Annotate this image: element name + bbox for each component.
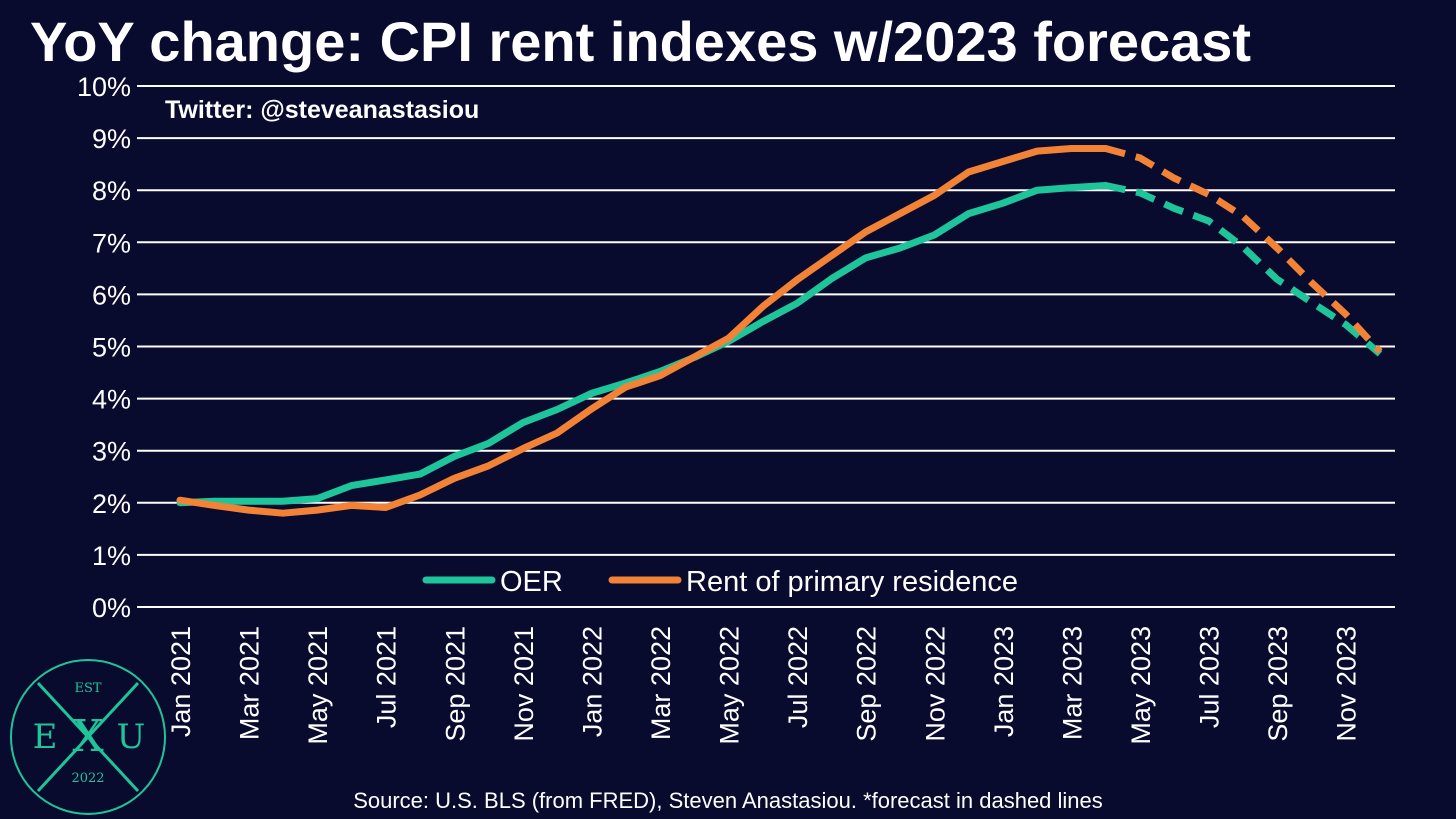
logo-x-stroke-b	[36, 681, 140, 793]
y-tick-label: 5%	[92, 333, 131, 363]
logo-letter-x: X	[72, 711, 104, 762]
y-tick-label: 3%	[92, 437, 131, 467]
x-tick-label: Jul 2022	[783, 626, 813, 728]
chart-title: YoY change: CPI rent indexes w/2023 fore…	[30, 10, 1252, 73]
x-tick-label: Sep 2023	[1263, 626, 1293, 742]
x-tick-label: Jul 2023	[1195, 626, 1225, 728]
y-tick-label: 9%	[92, 124, 131, 154]
gridlines	[137, 85, 1395, 608]
x-tick-label: Mar 2021	[235, 626, 265, 740]
x-tick-label: Mar 2023	[1057, 626, 1087, 740]
logo-est: EST	[74, 681, 101, 696]
x-tick-label: May 2022	[715, 626, 745, 745]
x-tick-label: Mar 2022	[646, 626, 676, 740]
y-tick-label: 1%	[92, 541, 131, 571]
y-axis-ticks: 0% 1% 2% 3% 4% 5% 6% 7% 8% 9% 10%	[77, 72, 131, 623]
x-tick-label: Jan 2021	[166, 626, 196, 737]
legend: OER Rent of primary residence	[422, 566, 1018, 598]
y-tick-label: 6%	[92, 280, 131, 310]
y-tick-label: 8%	[92, 176, 131, 206]
legend-label-oer: OER	[500, 566, 563, 598]
logo-year: 2022	[71, 771, 104, 786]
twitter-handle: Twitter: @steveanastasiou	[165, 96, 479, 124]
x-tick-label: Nov 2021	[509, 626, 539, 742]
series-line-rent-of-primary-residence	[176, 145, 1110, 517]
y-tick-label: 2%	[92, 489, 131, 519]
exu-logo: EST E X U 2022	[10, 659, 166, 815]
source-note: Source: U.S. BLS (from FRED), Steven Ana…	[353, 788, 1103, 813]
x-tick-label: Nov 2023	[1332, 626, 1362, 742]
series-line-oer	[176, 182, 1110, 507]
logo-letter-u: U	[117, 717, 146, 757]
x-tick-label: Sep 2022	[852, 626, 882, 742]
logo-letter-e: E	[33, 717, 58, 757]
x-axis-ticks: Jan 2021 Mar 2021 May 2021 Jul 2021 Sep 2021…	[166, 626, 1362, 745]
y-tick-label: 0%	[92, 593, 131, 623]
y-tick-label: 7%	[92, 228, 131, 258]
x-tick-label: Jan 2022	[577, 626, 607, 737]
legend-label-rent: Rent of primary residence	[686, 566, 1018, 598]
series-lines	[176, 145, 1383, 517]
x-tick-label: Jul 2021	[372, 626, 402, 728]
logo-ring	[10, 659, 166, 815]
x-tick-label: Nov 2022	[920, 626, 950, 742]
y-tick-label: 10%	[77, 72, 131, 102]
forecast-line-rent-of-primary-residence	[1104, 145, 1383, 355]
x-tick-label: May 2021	[303, 626, 333, 745]
forecast-line-oer	[1104, 182, 1383, 357]
x-tick-label: May 2023	[1126, 626, 1156, 745]
x-tick-label: Jan 2023	[989, 626, 1019, 737]
x-tick-label: Sep 2021	[440, 626, 470, 742]
y-tick-label: 4%	[92, 385, 131, 415]
